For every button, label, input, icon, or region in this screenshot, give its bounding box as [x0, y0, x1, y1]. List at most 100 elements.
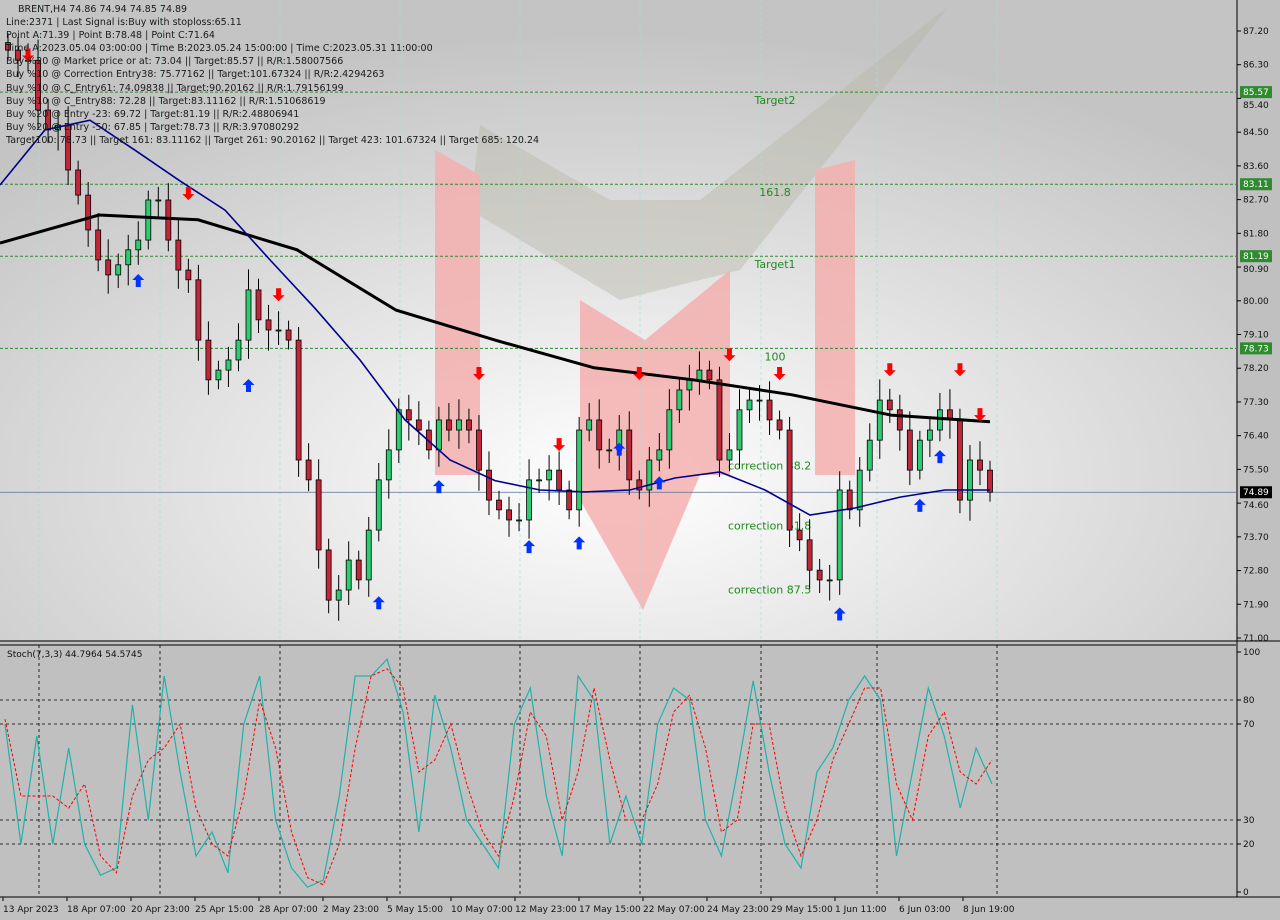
candle-bull — [606, 449, 613, 452]
candle-bull — [866, 439, 873, 471]
y-tick-label: 85.40 — [1243, 101, 1269, 111]
candle-bear — [957, 419, 963, 501]
stoch-tick-label: 20 — [1243, 840, 1255, 850]
buy-arrow-icon — [573, 536, 586, 550]
chart-title: BRENT,H4 74.86 74.94 74.85 74.89 — [18, 4, 188, 15]
candle-bear — [806, 539, 813, 571]
candle-bear — [886, 399, 893, 411]
current-price-badge — [1240, 486, 1272, 499]
watermark-chevron — [470, 5, 950, 300]
candle-bear — [486, 469, 492, 501]
candle-bear — [5, 42, 11, 51]
correction-label: correction 87.5 — [728, 583, 811, 596]
candle-bull — [726, 449, 733, 461]
candle-bear — [977, 459, 983, 471]
y-tick-label: 80.90 — [1243, 265, 1269, 275]
candle-bear — [846, 489, 853, 511]
candle-bear — [466, 419, 472, 431]
info-line: Point A:71.39 | Point B:78.48 | Point C:… — [6, 30, 215, 42]
candle-bull — [115, 264, 122, 276]
candle-bull — [586, 419, 593, 431]
candle-bear — [265, 319, 272, 331]
level-badge — [1240, 86, 1272, 99]
candle-bear — [75, 169, 82, 196]
candle-bull — [516, 519, 522, 522]
candle-bear — [445, 419, 452, 431]
ma-fast-line — [0, 119, 990, 516]
stoch-tick-label: 0 — [1243, 888, 1249, 898]
candle-bull — [536, 479, 542, 482]
sell-arrow-icon — [773, 366, 786, 380]
candle-bull — [826, 579, 833, 582]
info-line: Buy %10 @ C_Entry88: 72.28 || Target:83.… — [6, 95, 326, 107]
buy-arrow-icon — [913, 498, 926, 512]
candle-bear — [786, 429, 793, 531]
candle-bull — [155, 199, 162, 202]
sell-arrow-icon — [553, 438, 566, 452]
level-badge-text: 83.11 — [1243, 180, 1269, 190]
info-line: Time A:2023.05.04 03:00:00 | Time B:2023… — [6, 43, 433, 55]
watermark-bar — [815, 160, 855, 475]
candle-bear — [987, 469, 993, 493]
candle-bear — [496, 499, 502, 511]
x-tick-label: 12 May 23:00 — [515, 905, 577, 915]
candle-bull — [746, 399, 753, 411]
candle-bull — [666, 409, 673, 451]
candle-bull — [656, 449, 663, 461]
candle-bear — [906, 429, 913, 471]
candle-bear — [776, 419, 783, 431]
y-tick-label: 86.30 — [1243, 61, 1269, 71]
x-tick-label: 5 May 15:00 — [387, 905, 443, 915]
candle-bear — [165, 199, 172, 241]
candle-bull — [756, 399, 763, 402]
x-tick-label: 22 May 07:00 — [643, 905, 705, 915]
sell-arrow-icon — [973, 408, 986, 422]
info-line: Buy %10 @ Correction Entry38: 75.77162 |… — [6, 69, 385, 81]
current-price-text: 74.89 — [1243, 488, 1269, 498]
candle-bull — [375, 479, 382, 531]
y-tick-label: 83.60 — [1243, 162, 1269, 172]
info-line: Line:2371 | Last Signal is:Buy with stop… — [6, 17, 242, 29]
y-tick-label: 76.40 — [1243, 432, 1269, 442]
y-tick-label: 78.20 — [1243, 364, 1269, 374]
y-tick-label: 72.80 — [1243, 567, 1269, 577]
stoch-pane — [0, 645, 1236, 897]
candle-bull — [135, 239, 142, 251]
stoch-signal-line — [4, 668, 993, 886]
stoch-tick-label: 100 — [1243, 648, 1260, 658]
candle-bull — [235, 339, 242, 361]
sell-arrow-icon — [723, 348, 736, 362]
candle-bear — [185, 269, 192, 281]
x-tick-label: 10 May 07:00 — [451, 905, 513, 915]
x-tick-label: 29 May 15:00 — [771, 905, 833, 915]
candle-bull — [395, 409, 402, 451]
candle-bear — [766, 399, 773, 421]
candle-bull — [335, 589, 342, 601]
correction-label: correction 38.2 — [728, 460, 811, 473]
level-badge-text: 78.73 — [1243, 344, 1269, 354]
candle-bull — [225, 359, 232, 371]
x-tick-label: 28 Apr 07:00 — [259, 905, 318, 915]
y-tick-label: 81.80 — [1243, 229, 1269, 239]
stoch-tick-label: 80 — [1243, 696, 1255, 706]
x-tick-label: 2 May 23:00 — [323, 905, 379, 915]
candle-bear — [295, 339, 302, 461]
candle-bull — [736, 409, 743, 451]
level-label: 161.8 — [759, 186, 791, 199]
candle-bull — [456, 419, 462, 431]
x-tick-label: 25 Apr 15:00 — [195, 905, 254, 915]
candle-bull — [526, 479, 532, 521]
buy-arrow-icon — [933, 450, 946, 464]
candle-bull — [125, 249, 132, 266]
candle-bear — [706, 369, 713, 381]
candle-bear — [896, 409, 903, 431]
watermark-logo — [435, 5, 950, 610]
candle-bull — [836, 489, 843, 581]
candle-bull — [696, 369, 703, 381]
candle-bear — [95, 229, 102, 261]
stoch-title: Stoch(7,3,3) 44.7964 54.5745 — [7, 650, 142, 660]
y-tick-label: 82.70 — [1243, 196, 1269, 206]
candle-bear — [85, 194, 92, 231]
info-line: Buy %10 @ C_Entry61: 74.09838 || Target:… — [6, 82, 344, 94]
